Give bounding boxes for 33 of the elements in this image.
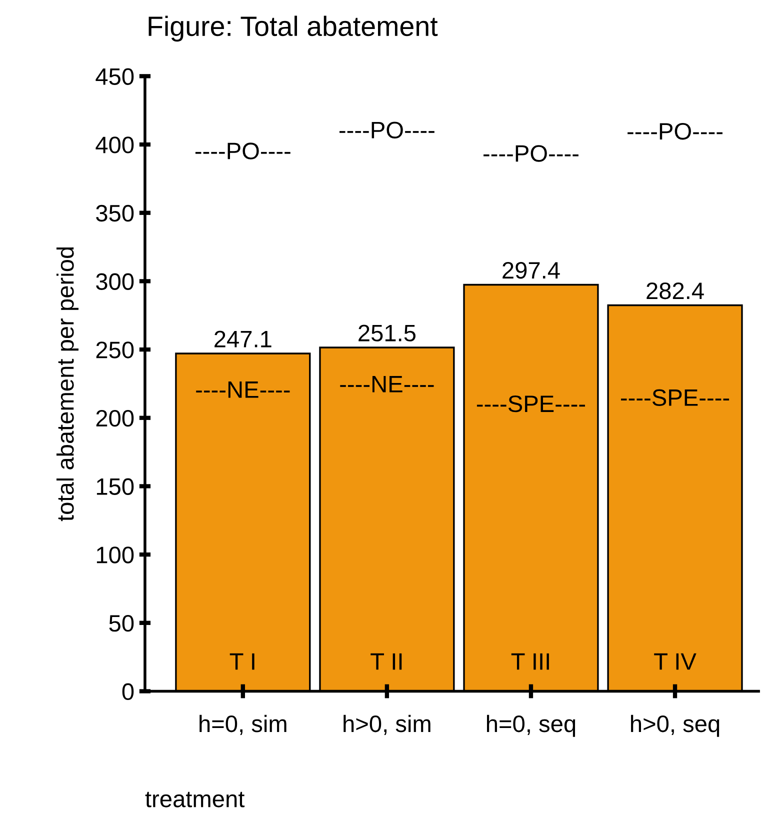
data-label: 247.1: [214, 330, 272, 348]
x-tick-label: h=0, sim: [200, 714, 286, 735]
y-tick-label: 300: [96, 273, 134, 290]
x-axis-title: treatment: [145, 792, 245, 808]
annotation: ----NE----: [340, 376, 434, 392]
data-label: 297.4: [502, 262, 560, 279]
annotation: T I: [230, 653, 254, 670]
annotation: T IV: [654, 653, 696, 670]
chart-title: Figure: Total abatement: [148, 16, 438, 42]
y-tick-label: 400: [96, 136, 134, 154]
y-tick-label: 150: [96, 478, 134, 495]
annotation: T III: [511, 653, 549, 670]
x-tick-label: h=0, seq: [487, 714, 576, 737]
y-tick-label: 450: [96, 68, 134, 85]
x-tick-label: h>0, sim: [344, 714, 430, 735]
data-label: 251.5: [358, 324, 416, 342]
y-tick-label: 200: [96, 410, 134, 427]
x-tick-label: h>0, seq: [631, 714, 720, 737]
annotation: ----SPE----: [621, 389, 730, 406]
y-axis-title: total abatement per period: [56, 247, 78, 522]
y-tick-label: 0: [122, 683, 134, 700]
annotation: ----NE----: [196, 382, 290, 398]
annotation: ----PO----: [339, 122, 434, 138]
annotation: ----SPE----: [476, 395, 586, 412]
annotation: T II: [370, 653, 402, 670]
data-label: 282.4: [646, 282, 704, 300]
y-tick-label: 50: [109, 614, 134, 632]
y-tick-label: 350: [96, 204, 134, 222]
y-tick-label: 250: [96, 342, 134, 358]
y-tick-label: 100: [96, 546, 134, 564]
annotation: ----PO----: [195, 142, 290, 160]
annotation: ----PO----: [484, 145, 578, 162]
annotation: ----PO----: [628, 122, 722, 140]
